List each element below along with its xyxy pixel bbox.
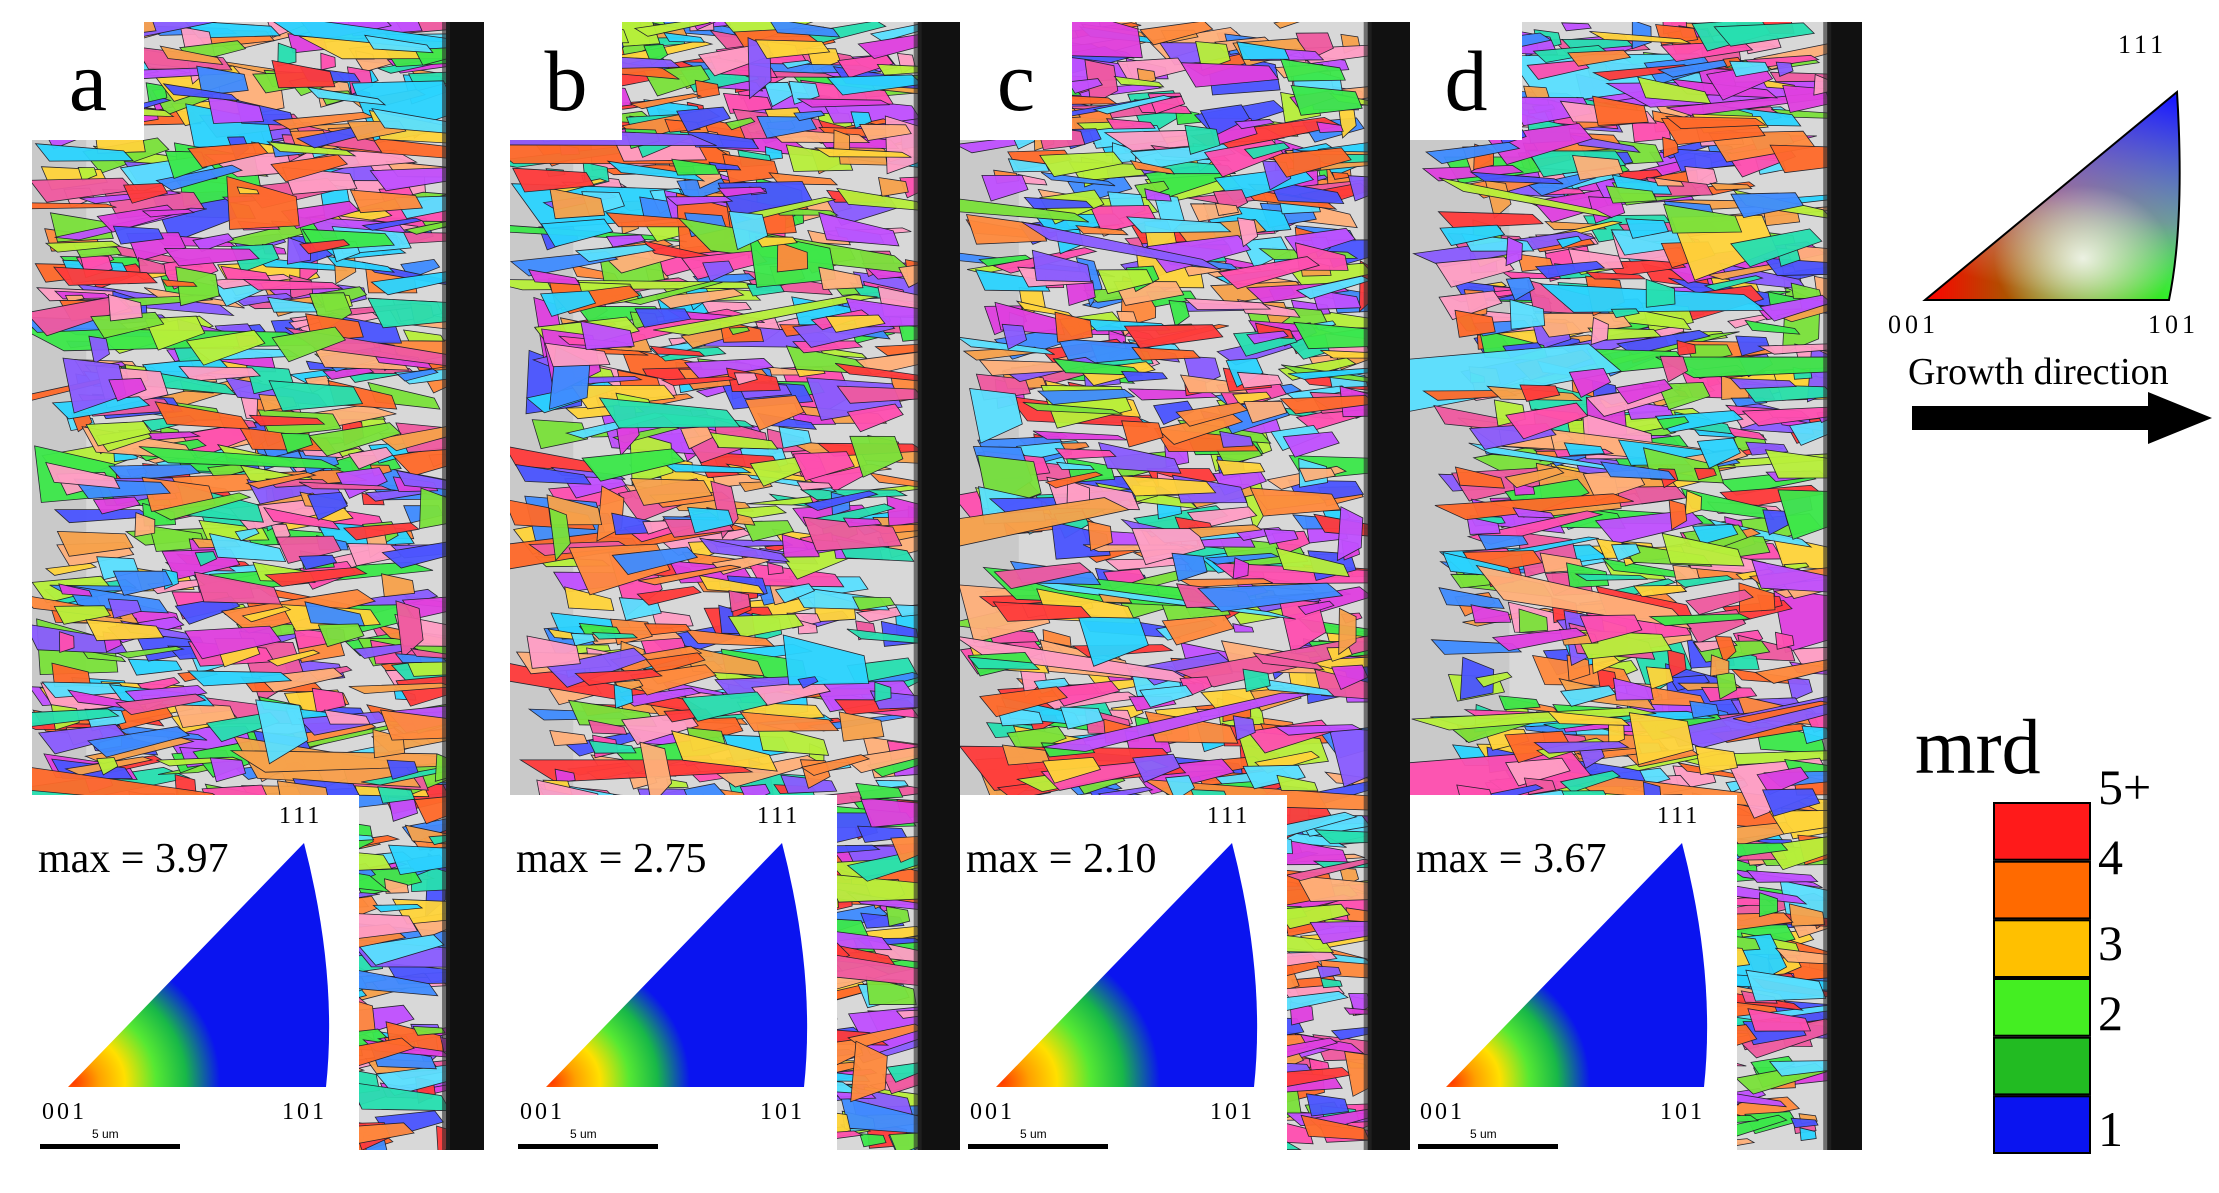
scale-bar-c xyxy=(968,1144,1108,1149)
panel-letter-b: b xyxy=(510,22,622,140)
pole-figure-density-c xyxy=(996,843,1258,1087)
mrd-swatch-0 xyxy=(1993,802,2091,861)
panel-letter-a: a xyxy=(32,22,144,140)
ebsd-panel-d: d max = 3.67 111 001 101 5 um xyxy=(1410,22,1862,1150)
inverse-pole-figure-d: max = 3.67 111 001 101 5 um xyxy=(1410,795,1737,1150)
mrd-tick-4: 4 xyxy=(2098,829,2123,885)
mrd-swatch-4 xyxy=(1993,1036,2091,1096)
max-density-label-c: max = 2.10 xyxy=(966,836,1157,882)
max-density-label-a: max = 3.97 xyxy=(38,836,229,882)
pole-figure-density-b xyxy=(546,843,808,1087)
mrd-tick-2: 2 xyxy=(2098,985,2123,1041)
scale-bar-b xyxy=(518,1144,658,1149)
scale-bar-text-b: 5 um xyxy=(570,1127,597,1141)
panel-letter-c: c xyxy=(960,22,1072,140)
growth-direction-arrow-icon xyxy=(1912,392,2212,444)
scale-bar-text-d: 5 um xyxy=(1470,1127,1497,1141)
ebsd-panel-c: c max = 2.10 111 001 101 5 um xyxy=(960,22,1412,1150)
growth-direction-label: Growth direction xyxy=(1908,351,2169,393)
pole-001-label-a: 001 xyxy=(42,1099,87,1125)
ebsd-panel-b: b max = 2.75 111 001 101 5 um xyxy=(510,22,962,1150)
mrd-swatch-5 xyxy=(1993,1095,2091,1154)
key-pole-001-label: 001 xyxy=(1888,310,1939,339)
scale-bar-d xyxy=(1418,1144,1558,1149)
scale-bar-text-a: 5 um xyxy=(92,1127,119,1141)
pole-001-label-b: 001 xyxy=(520,1099,565,1125)
pole-101-label-d: 101 xyxy=(1660,1099,1705,1125)
pole-111-label-c: 111 xyxy=(1207,803,1251,829)
inverse-pole-figure-b: max = 2.75 111 001 101 5 um xyxy=(510,795,837,1150)
scale-bar-a xyxy=(40,1144,180,1149)
pole-111-label-a: 111 xyxy=(279,803,323,829)
max-density-label-d: max = 3.67 xyxy=(1416,836,1607,882)
pole-101-label-a: 101 xyxy=(282,1099,327,1125)
pole-111-label-d: 111 xyxy=(1657,803,1701,829)
panel-letter-d: d xyxy=(1410,22,1522,140)
mrd-tick-1: 1 xyxy=(2098,1101,2123,1157)
scale-bar-text-c: 5 um xyxy=(1020,1127,1047,1141)
pole-figure-density-d xyxy=(1446,843,1708,1087)
mrd-swatch-1 xyxy=(1993,860,2091,920)
pole-101-label-b: 101 xyxy=(760,1099,805,1125)
mrd-swatch-2 xyxy=(1993,919,2091,979)
inverse-pole-figure-c: max = 2.10 111 001 101 5 um xyxy=(960,795,1287,1150)
pole-101-label-c: 101 xyxy=(1210,1099,1255,1125)
key-pole-101-label: 101 xyxy=(2148,310,2199,339)
mrd-legend-title: mrd xyxy=(1915,703,2041,790)
mrd-color-scale xyxy=(1993,802,2091,1154)
key-pole-111-label: 111 xyxy=(2118,30,2168,59)
mrd-tick-5-plus: 5+ xyxy=(2098,759,2152,815)
inverse-pole-figure-a: max = 3.97 111 001 101 5 um xyxy=(32,795,359,1150)
mrd-swatch-3 xyxy=(1993,978,2091,1037)
pole-figure-density-a xyxy=(68,843,330,1087)
pole-001-label-d: 001 xyxy=(1420,1099,1465,1125)
max-density-label-b: max = 2.75 xyxy=(516,836,707,882)
pole-111-label-b: 111 xyxy=(757,803,801,829)
pole-001-label-c: 001 xyxy=(970,1099,1015,1125)
mrd-tick-3: 3 xyxy=(2098,915,2123,971)
ebsd-panel-a: a max = 3.97 111 001 101 5 um xyxy=(32,22,484,1150)
ipf-color-key-triangle xyxy=(1922,89,2181,301)
